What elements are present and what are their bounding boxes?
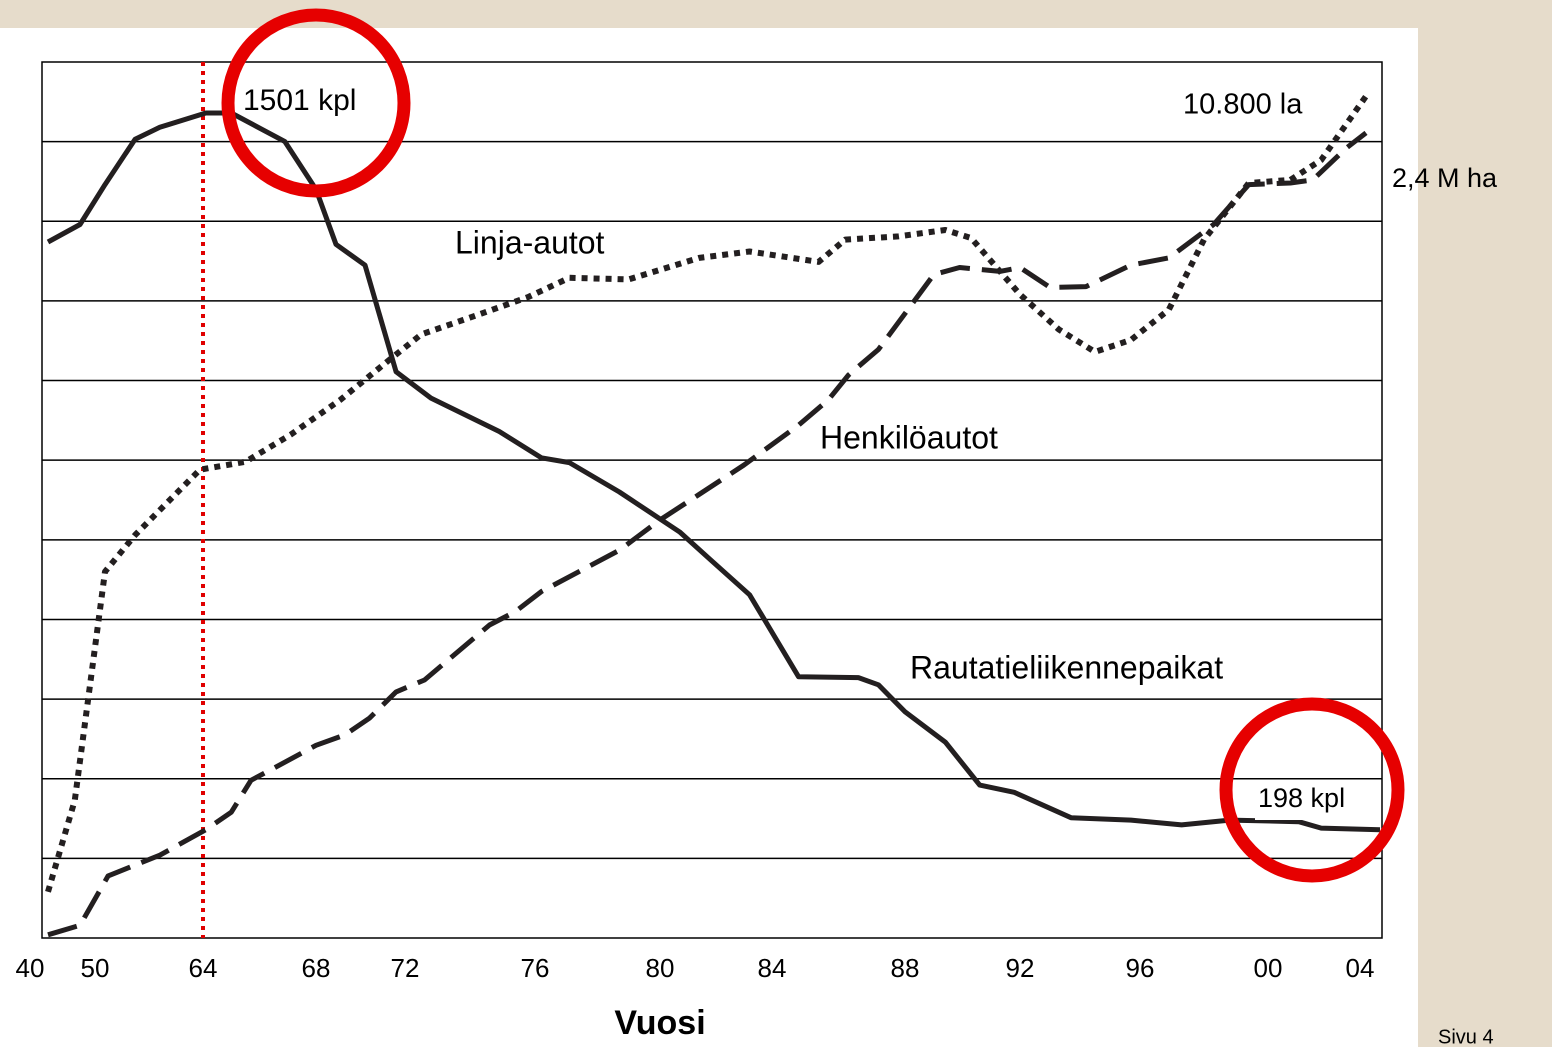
- x-tick-label: 00: [1254, 953, 1283, 983]
- series-label: Henkilöautot: [820, 419, 998, 455]
- x-tick-label: 72: [391, 953, 420, 983]
- x-tick-label: 80: [646, 953, 675, 983]
- annotation: 10.800 la: [1183, 89, 1303, 121]
- x-axis-title: Vuosi: [614, 1004, 705, 1042]
- x-tick-label: 96: [1126, 953, 1155, 983]
- annotation: 2,4 M ha: [1392, 163, 1498, 193]
- x-tick-label: 04: [1346, 953, 1375, 983]
- x-tick-label: 50: [81, 953, 110, 983]
- x-tick-label: 40: [16, 953, 45, 983]
- x-tick-label: 68: [302, 953, 331, 983]
- x-tick-label: 76: [521, 953, 550, 983]
- page-number: Sivu 4: [1438, 1026, 1494, 1047]
- annotation: 1501 kpl: [243, 84, 356, 117]
- chart-panel: [0, 28, 1418, 1047]
- x-tick-label: 84: [758, 953, 787, 983]
- x-tick-label: 64: [189, 953, 218, 983]
- x-tick-label: 88: [891, 953, 920, 983]
- slide: Vuosi Sivu 4 40 50 64 68 72 76 80 84 88 92 96 00 04 R…: [0, 0, 1552, 1047]
- x-tick-label: 92: [1006, 953, 1035, 983]
- annotation: 198 kpl: [1258, 783, 1345, 813]
- series-label: Rautatieliikennepaikat: [910, 649, 1223, 685]
- series-label: Linja-autot: [455, 224, 605, 260]
